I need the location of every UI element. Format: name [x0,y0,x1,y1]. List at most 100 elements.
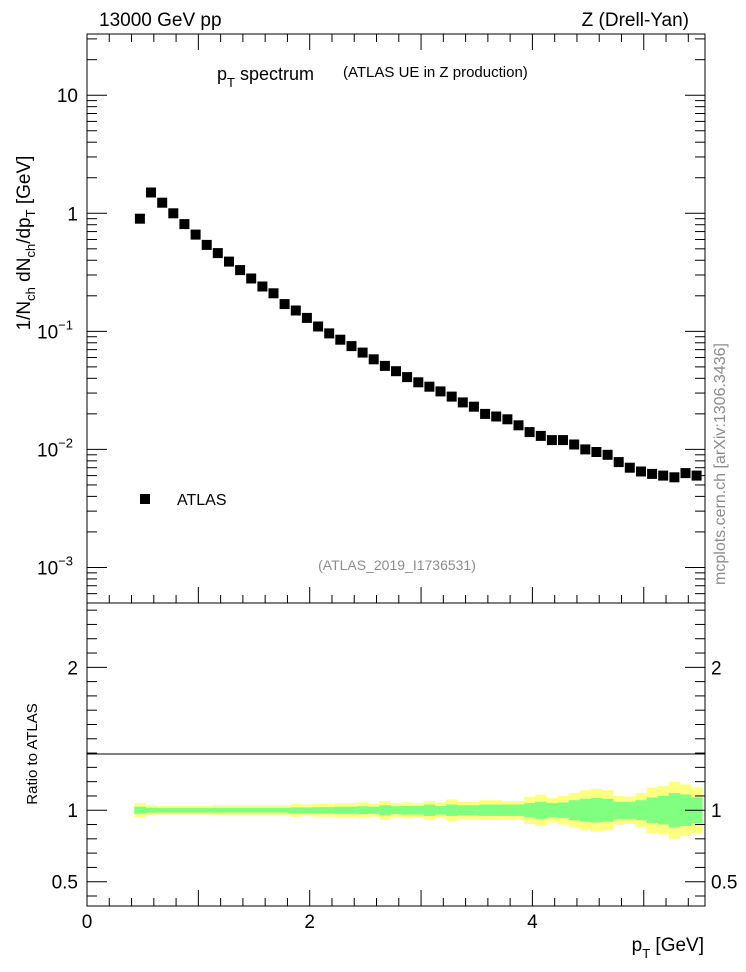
main-y-ticks: 10 1 10−1 10−2 10−3 [37,38,705,604]
ratio-band-inner [557,802,569,819]
ratio-band-inner [190,808,202,813]
ratio-band-inner [134,806,146,814]
ratio-band-inner [457,805,469,816]
main-y-tick-label: 10−1 [37,317,73,343]
ratio-band-inner [357,806,369,815]
data-point [513,420,524,431]
main-y-tick-label: 10−2 [37,435,73,461]
data-point [457,397,468,408]
data-point [413,377,424,388]
data-point [257,281,268,292]
ratio-band-inner [401,806,414,815]
ratio-band-inner [468,805,480,816]
xlabel-p: p [632,935,643,956]
plot-title: pT spectrum [217,64,314,90]
ratio-band-inner [635,800,647,821]
main-y-tick-label: 10−3 [37,553,73,579]
data-point [535,430,546,441]
title-p-sub: T [227,75,235,90]
ylabel-sub-c: T [23,209,38,217]
ratio-band-inner [201,808,213,813]
x-tick-label: 0 [82,912,93,933]
header-process: Z (Drell-Yan) [582,10,689,31]
xlabel-sub: T [642,946,650,961]
ratio-y-tick-label-right: 1 [711,801,722,822]
data-point [658,470,669,481]
x-axis-label: pT [GeV] [632,935,704,961]
ylabel-part-d: [GeV] [14,156,35,210]
data-point [591,447,602,457]
data-point [368,354,379,365]
ratio-panel-frame [86,602,706,907]
ratio-band-inner [412,806,425,815]
ratio-band-inner [312,807,324,814]
x-ticks: 0 2 4 [82,34,689,933]
plot-subtitle: (ATLAS UE in Z production) [343,64,528,81]
data-point [346,341,357,352]
ratio-band-inner [323,807,336,814]
data-point [190,229,201,240]
ratio-band-inner [167,808,180,813]
ratio-y-axis-label: Ratio to ATLAS [24,703,41,804]
ratio-band-inner [290,807,302,814]
data-point [468,401,479,412]
data-point [558,435,568,446]
ratio-band-inner [379,805,391,816]
ratio-band-inner [613,801,625,819]
ratio-band-inner [301,807,313,814]
data-point [502,414,513,425]
data-point [157,197,168,208]
data-point [435,386,446,397]
ylabel-sub-a: ch [23,287,38,301]
data-point [146,187,156,198]
watermark: mcplots.cern.ch [arXiv:1306.3436] [712,343,729,585]
x-tick-label: 4 [527,912,538,933]
ratio-band-inner [212,807,224,813]
ratio-bands [134,781,703,839]
ratio-band-inner [535,801,547,819]
data-point [212,248,223,259]
main-panel-frame [86,33,706,604]
data-point [669,472,680,483]
ratio-band-inner [624,801,636,819]
data-point [134,213,145,224]
ratio-band-inner [657,795,670,825]
data-point [357,347,368,358]
ratio-y-tick-label-right: 2 [711,658,722,679]
ratio-y-tick-label-left: 2 [67,658,78,679]
data-point [179,219,190,230]
ratio-band-inner [602,798,614,822]
ratio-band-inner [501,804,514,816]
ylabel-part-c: /dp [14,217,35,243]
data-point [235,265,246,276]
ratio-band-inner [579,798,592,822]
ratio-band-inner [590,798,603,823]
ratio-band-inner [524,803,536,818]
ratio-band-inner [646,797,658,824]
header-energy: 13000 GeV pp [99,10,222,31]
data-point [636,466,646,477]
main-y-axis-label: 1/Nch dNch/dpT [GeV] [14,156,38,331]
ratio-y-tick-label-right: 0.5 [711,873,737,894]
data-point [313,321,324,332]
ratio-y-ticks: 0.5 0.5 1 1 2 2 [52,609,737,897]
ratio-band-inner [390,806,402,815]
data-point [680,468,691,479]
data-point [580,444,591,455]
ratio-band-inner [345,806,358,814]
ratio-band-inner [267,807,280,813]
main-y-tick-label: 1 [67,204,78,225]
data-point [402,372,413,383]
ratio-band-inner [145,807,157,813]
ratio-band-inner [178,808,191,813]
ylabel-part-a: 1/N [14,301,35,331]
data-point [424,381,435,392]
ratio-band-inner [423,804,436,816]
ratio-band-inner [234,807,246,813]
ratio-band-inner [490,804,503,816]
legend-label: ATLAS [177,492,227,509]
data-point [201,239,212,250]
legend-marker [140,494,150,504]
title-p: p [217,64,227,84]
